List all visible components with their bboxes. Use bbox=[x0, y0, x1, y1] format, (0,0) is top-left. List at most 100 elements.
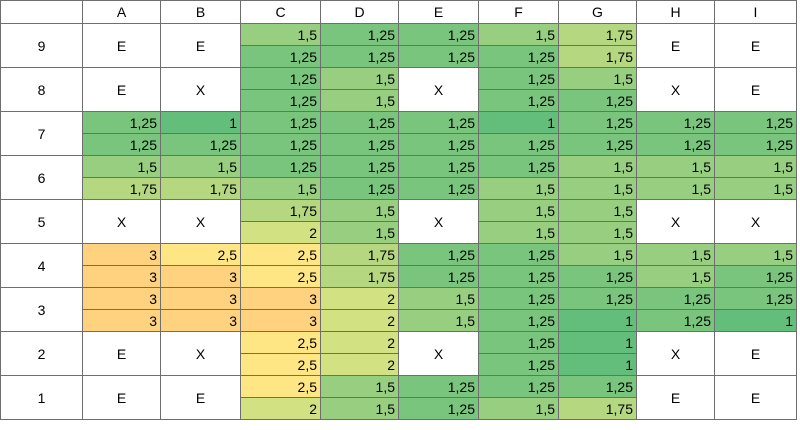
cell-a1-marker[interactable]: E bbox=[82, 375, 161, 420]
row-label-5[interactable]: 5 bbox=[0, 199, 83, 244]
cell-g1-bottom[interactable]: 1,75 bbox=[558, 397, 637, 420]
cell-h3-bottom[interactable]: 1,25 bbox=[636, 309, 715, 332]
cell-h6-top[interactable]: 1,5 bbox=[636, 155, 715, 178]
cell-i3-bottom[interactable]: 1 bbox=[714, 309, 797, 332]
cell-d3-top[interactable]: 2 bbox=[320, 287, 399, 310]
row-label-8[interactable]: 8 bbox=[0, 67, 83, 112]
cell-i9-marker[interactable]: E bbox=[714, 23, 797, 68]
cell-c1-bottom[interactable]: 2 bbox=[240, 397, 321, 420]
cell-h3-top[interactable]: 1,25 bbox=[636, 287, 715, 310]
cell-f6-top[interactable]: 1,25 bbox=[478, 155, 559, 178]
column-header-h[interactable]: H bbox=[636, 0, 715, 24]
cell-a8-marker[interactable]: E bbox=[82, 67, 161, 112]
cell-c1-top[interactable]: 2,5 bbox=[240, 375, 321, 398]
cell-e7-bottom[interactable]: 1,25 bbox=[398, 133, 479, 156]
column-header-b[interactable]: B bbox=[160, 0, 241, 24]
cell-f7-top[interactable]: 1 bbox=[478, 111, 559, 134]
cell-b5-marker[interactable]: X bbox=[160, 199, 241, 244]
cell-e4-bottom[interactable]: 1,25 bbox=[398, 265, 479, 288]
cell-f1-bottom[interactable]: 1,5 bbox=[478, 397, 559, 420]
cell-d8-top[interactable]: 1,5 bbox=[320, 67, 399, 90]
column-header-d[interactable]: D bbox=[320, 0, 399, 24]
cell-c4-top[interactable]: 2,5 bbox=[240, 243, 321, 266]
cell-g4-bottom[interactable]: 1,25 bbox=[558, 265, 637, 288]
cell-g5-bottom[interactable]: 1,5 bbox=[558, 221, 637, 244]
cell-h8-marker[interactable]: X bbox=[636, 67, 715, 112]
cell-h4-bottom[interactable]: 1,5 bbox=[636, 265, 715, 288]
cell-b1-marker[interactable]: E bbox=[160, 375, 241, 420]
cell-b3-top[interactable]: 3 bbox=[160, 287, 241, 310]
cell-b7-bottom[interactable]: 1,25 bbox=[160, 133, 241, 156]
cell-d4-top[interactable]: 1,75 bbox=[320, 243, 399, 266]
cell-c2-bottom[interactable]: 2,5 bbox=[240, 353, 321, 376]
cell-g1-top[interactable]: 1,25 bbox=[558, 375, 637, 398]
cell-e5-marker[interactable]: X bbox=[398, 199, 479, 244]
cell-c8-top[interactable]: 1,25 bbox=[240, 67, 321, 90]
cell-g7-top[interactable]: 1,25 bbox=[558, 111, 637, 134]
cell-d6-top[interactable]: 1,25 bbox=[320, 155, 399, 178]
cell-e9-bottom[interactable]: 1,25 bbox=[398, 45, 479, 68]
cell-e1-top[interactable]: 1,25 bbox=[398, 375, 479, 398]
cell-c6-top[interactable]: 1,25 bbox=[240, 155, 321, 178]
cell-h1-marker[interactable]: E bbox=[636, 375, 715, 420]
cell-d2-top[interactable]: 2 bbox=[320, 331, 399, 354]
cell-c7-bottom[interactable]: 1,25 bbox=[240, 133, 321, 156]
cell-i6-bottom[interactable]: 1,5 bbox=[714, 177, 797, 200]
cell-f4-top[interactable]: 1,25 bbox=[478, 243, 559, 266]
cell-b4-bottom[interactable]: 3 bbox=[160, 265, 241, 288]
cell-c2-top[interactable]: 2,5 bbox=[240, 331, 321, 354]
cell-b3-bottom[interactable]: 3 bbox=[160, 309, 241, 332]
cell-d7-top[interactable]: 1,25 bbox=[320, 111, 399, 134]
cell-f4-bottom[interactable]: 1,25 bbox=[478, 265, 559, 288]
cell-f5-top[interactable]: 1,5 bbox=[478, 199, 559, 222]
cell-i7-bottom[interactable]: 1,25 bbox=[714, 133, 797, 156]
cell-f7-bottom[interactable]: 1,25 bbox=[478, 133, 559, 156]
cell-i4-top[interactable]: 1,5 bbox=[714, 243, 797, 266]
row-label-3[interactable]: 3 bbox=[0, 287, 83, 332]
cell-b7-top[interactable]: 1 bbox=[160, 111, 241, 134]
cell-d2-bottom[interactable]: 2 bbox=[320, 353, 399, 376]
cell-f3-top[interactable]: 1,25 bbox=[478, 287, 559, 310]
cell-a3-bottom[interactable]: 3 bbox=[82, 309, 161, 332]
cell-h7-bottom[interactable]: 1,25 bbox=[636, 133, 715, 156]
cell-c9-top[interactable]: 1,5 bbox=[240, 23, 321, 46]
cell-h4-top[interactable]: 1,5 bbox=[636, 243, 715, 266]
cell-c8-bottom[interactable]: 1,25 bbox=[240, 89, 321, 112]
cell-a9-marker[interactable]: E bbox=[82, 23, 161, 68]
cell-h9-marker[interactable]: E bbox=[636, 23, 715, 68]
cell-c6-bottom[interactable]: 1,5 bbox=[240, 177, 321, 200]
cell-a7-bottom[interactable]: 1,25 bbox=[82, 133, 161, 156]
cell-f3-bottom[interactable]: 1,25 bbox=[478, 309, 559, 332]
column-header-g[interactable]: G bbox=[558, 0, 637, 24]
cell-c5-top[interactable]: 1,75 bbox=[240, 199, 321, 222]
cell-g4-top[interactable]: 1,5 bbox=[558, 243, 637, 266]
cell-h2-marker[interactable]: X bbox=[636, 331, 715, 376]
cell-d8-bottom[interactable]: 1,5 bbox=[320, 89, 399, 112]
cell-f1-top[interactable]: 1,25 bbox=[478, 375, 559, 398]
cell-d6-bottom[interactable]: 1,25 bbox=[320, 177, 399, 200]
cell-d4-bottom[interactable]: 1,75 bbox=[320, 265, 399, 288]
cell-d9-top[interactable]: 1,25 bbox=[320, 23, 399, 46]
row-label-4[interactable]: 4 bbox=[0, 243, 83, 288]
row-label-1[interactable]: 1 bbox=[0, 375, 83, 420]
cell-i7-top[interactable]: 1,25 bbox=[714, 111, 797, 134]
cell-e6-bottom[interactable]: 1,25 bbox=[398, 177, 479, 200]
column-header-f[interactable]: F bbox=[478, 0, 559, 24]
cell-h6-bottom[interactable]: 1,5 bbox=[636, 177, 715, 200]
cell-c4-bottom[interactable]: 2,5 bbox=[240, 265, 321, 288]
cell-c9-bottom[interactable]: 1,25 bbox=[240, 45, 321, 68]
cell-b6-bottom[interactable]: 1,75 bbox=[160, 177, 241, 200]
column-header-i[interactable]: I bbox=[714, 0, 797, 24]
cell-e3-bottom[interactable]: 1,5 bbox=[398, 309, 479, 332]
cell-g6-bottom[interactable]: 1,5 bbox=[558, 177, 637, 200]
cell-b2-marker[interactable]: X bbox=[160, 331, 241, 376]
cell-e1-bottom[interactable]: 1,25 bbox=[398, 397, 479, 420]
cell-e6-top[interactable]: 1,25 bbox=[398, 155, 479, 178]
cell-f9-bottom[interactable]: 1,25 bbox=[478, 45, 559, 68]
cell-a4-bottom[interactable]: 3 bbox=[82, 265, 161, 288]
cell-i2-marker[interactable]: E bbox=[714, 331, 797, 376]
cell-g5-top[interactable]: 1,5 bbox=[558, 199, 637, 222]
cell-c5-bottom[interactable]: 2 bbox=[240, 221, 321, 244]
cell-a5-marker[interactable]: X bbox=[82, 199, 161, 244]
cell-f8-top[interactable]: 1,25 bbox=[478, 67, 559, 90]
